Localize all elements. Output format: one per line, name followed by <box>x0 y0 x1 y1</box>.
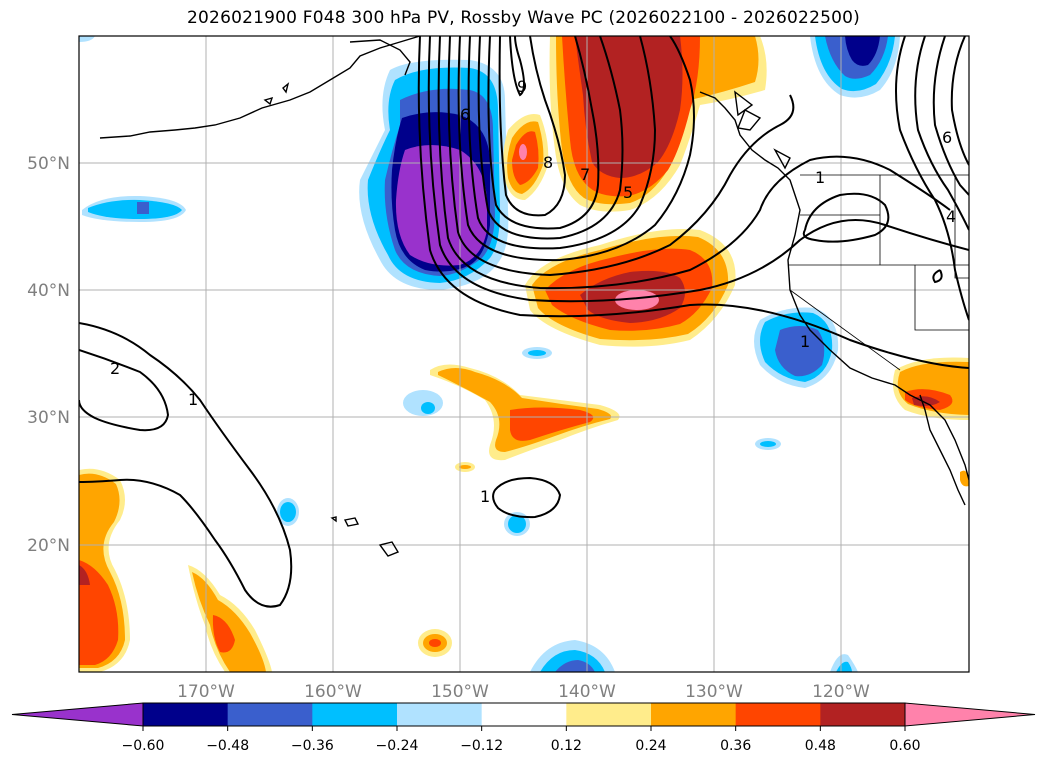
contour-label: 9 <box>517 77 527 96</box>
colorbar-bin <box>651 703 737 726</box>
contour-label: 6 <box>460 105 470 124</box>
colorbar-tick-label: 0.24 <box>635 738 666 754</box>
lon-label-170w: 170°W <box>177 682 235 702</box>
colorbar: −0.60 −0.48 −0.36 −0.24 −0.12 0.12 0.24 0.36 0.4… <box>11 702 1036 754</box>
lon-label-120w: 120°W <box>812 682 870 702</box>
contour-label: 5 <box>623 183 633 202</box>
lon-label-150w: 150°W <box>431 682 489 702</box>
colorbar-tick-label: −0.48 <box>206 738 249 754</box>
contour-label: 1 <box>800 332 810 351</box>
colorbar-tick-label: −0.36 <box>291 738 334 754</box>
graticule <box>79 36 969 672</box>
contour-label: 8 <box>543 153 553 172</box>
contour-label: 1 <box>815 168 825 187</box>
lon-label-140w: 140°W <box>558 682 616 702</box>
colorbar-tick-label: 0.12 <box>551 738 582 754</box>
state-borders <box>788 174 969 371</box>
lat-label-40: 40°N <box>27 281 70 301</box>
colorbar-frame <box>142 702 906 727</box>
map-title: 2026021900 F048 300 hPa PV, Rossby Wave … <box>187 8 860 28</box>
colorbar-bin <box>312 703 398 726</box>
rossby-contours <box>79 36 969 608</box>
map-frame <box>78 35 970 673</box>
contour-label: 6 <box>942 128 952 147</box>
contour-label: 2 <box>110 359 120 378</box>
longitude-labels: 170°W 160°W 150°W 140°W 130°W 120°W <box>177 682 870 702</box>
colorbar-extend-low <box>11 702 144 727</box>
lat-label-50: 50°N <box>27 154 70 174</box>
colorbar-bin <box>481 703 567 726</box>
lat-label-30: 30°N <box>27 408 70 428</box>
colorbar-tick-label: −0.12 <box>460 738 503 754</box>
colorbar-tick-label: 0.36 <box>720 738 751 754</box>
coastlines <box>99 36 969 557</box>
contour-label: 4 <box>946 207 956 226</box>
colorbar-bin <box>227 703 313 726</box>
latitude-labels: 50°N 40°N 30°N 20°N <box>27 154 70 556</box>
lon-label-160w: 160°W <box>304 682 362 702</box>
colorbar-tick-label: −0.24 <box>376 738 419 754</box>
colorbar-bin <box>820 703 906 726</box>
colorbar-bin <box>566 703 652 726</box>
lat-label-20: 20°N <box>27 536 70 556</box>
colorbar-bin <box>397 703 483 726</box>
contour-label: 1 <box>480 487 490 506</box>
contour-label-group: 9 6 8 7 5 2 1 1 1 6 4 1 <box>110 77 956 506</box>
lon-label-130w: 130°W <box>685 682 743 702</box>
colorbar-tick-label: −0.60 <box>122 738 165 754</box>
colorbar-bin <box>143 703 229 726</box>
colorbar-tick-label: 0.60 <box>889 738 920 754</box>
contour-label: 7 <box>580 165 590 184</box>
contour-label: 1 <box>188 390 198 409</box>
colorbar-bin <box>735 703 821 726</box>
colorbar-tick-label: 0.48 <box>805 738 836 754</box>
colorbar-extend-high <box>904 702 1036 727</box>
